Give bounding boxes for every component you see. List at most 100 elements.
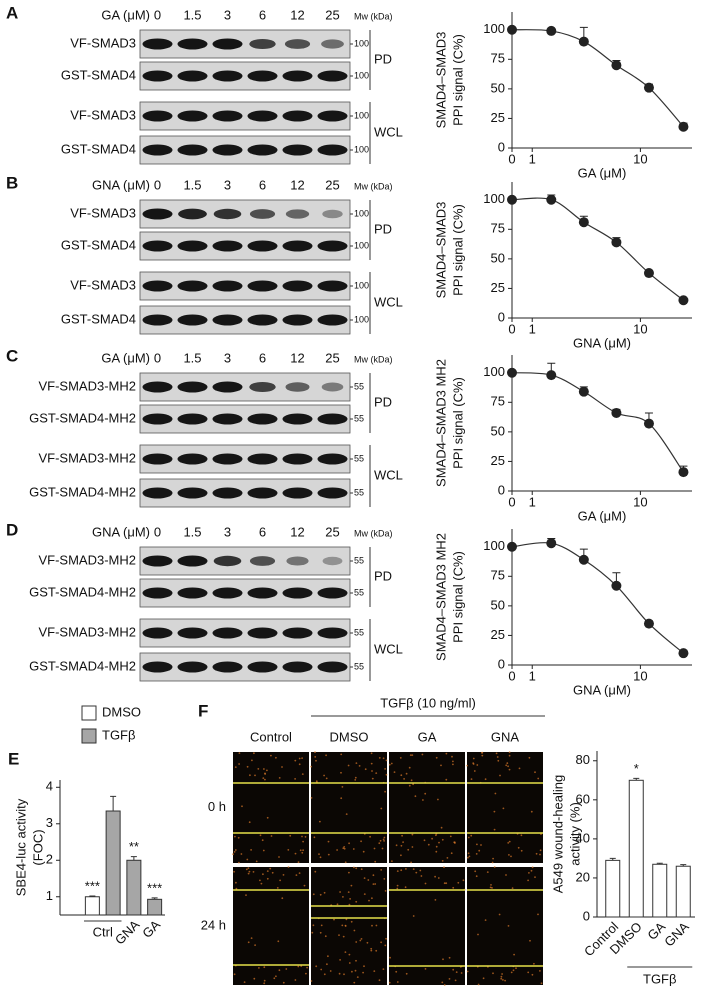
cell-speck [530,869,533,872]
cell-speck [344,951,347,953]
blot-band [249,209,276,219]
blot-band [282,627,313,639]
bar [675,865,691,918]
cell-speck [455,971,458,973]
significance: ** [129,839,139,854]
cell-speck [435,834,437,837]
cell-speck [477,983,480,986]
fit-curve [511,372,684,473]
cell-speck [410,779,413,782]
cell-speck [298,763,301,766]
cell-speck [342,896,344,898]
y-tick-label: 3 [46,815,53,830]
cell-speck [378,979,381,982]
blot-band [177,627,208,639]
y-tick-label: 50 [491,423,505,438]
blot-band [142,70,173,82]
blot-strip [139,546,351,576]
data-point [643,618,654,629]
y-tick-label: 50 [491,250,505,265]
cell-speck [520,849,523,852]
y-tick-label: 75 [491,394,505,409]
dose-label: 1.5 [183,177,201,192]
cell-speck [234,849,237,851]
blot-band [142,280,173,292]
cell-speck [396,870,399,872]
cell-speck [390,762,393,765]
cell-speck [374,860,377,863]
cell-speck [434,875,436,878]
treatment-label: GA (μM) [101,7,150,22]
error-bar [89,895,96,897]
treatment-label: GA (μM) [101,350,150,365]
cell-speck [301,851,304,854]
y-axis-label: PPI signal (C%) [450,204,465,296]
panel-letter: A [6,3,18,22]
cell-speck [529,939,531,942]
cell-speck [502,979,504,981]
cell-speck [415,871,418,874]
cell-speck [336,903,339,906]
cell-speck [422,799,424,801]
cell-speck [232,853,234,856]
cell-speck [482,977,485,980]
mw-label: 55 [354,555,364,565]
y-tick-label: 75 [491,51,505,66]
mw-label: 55 [354,487,364,497]
cell-speck [278,969,281,972]
group-label: WCL [374,467,403,482]
cell-speck [354,776,357,779]
cell-speck [497,759,500,762]
cell-speck [508,768,511,771]
cell-speck [263,982,266,985]
cell-speck [435,845,438,848]
y-tick-label: 0 [498,656,505,671]
cell-speck [360,840,362,843]
blot-band [142,413,173,425]
blot-band [178,208,207,220]
cell-speck [301,773,304,775]
x-tick-label: 10 [633,151,647,166]
cell-speck [343,973,345,976]
cell-speck [319,893,322,896]
dose-label: 12 [290,524,304,539]
dose-label: 0 [154,177,161,192]
y-tick-label: 0 [583,908,590,923]
row-label: VF-SMAD3-MH2 [38,624,136,639]
blot-band [247,110,278,122]
cell-speck [505,764,508,767]
x-axis-label: GA (μM) [578,508,627,523]
cell-speck [275,756,277,759]
cell-speck [448,978,451,980]
blot-band [212,587,243,599]
blot-band [282,70,313,82]
cell-speck [326,963,328,966]
cell-speck [250,937,253,939]
y-tick-label: 0 [498,309,505,324]
mw-label: 100 [354,280,369,290]
cell-speck [507,765,509,768]
blot-band [247,627,278,639]
blot-band [212,144,243,156]
y-axis-label: A549 wound-healing [550,775,565,894]
y-tick-label: 0 [498,482,505,497]
cell-speck [410,861,412,864]
y-tick-label: 0 [498,139,505,154]
cell-speck [285,968,288,970]
cell-speck [399,757,402,759]
blot-band [282,280,313,292]
cell-speck [391,860,393,862]
dose-label: 6 [259,7,266,22]
x-tick-label: Ctrl [93,924,113,939]
cell-speck [310,980,313,982]
treatment-label: GNA (μM) [92,177,150,192]
significance: * [634,761,639,776]
x-tick-label: GNA [661,919,692,950]
cell-speck [276,887,279,889]
treatment-label: TGFβ (10 ng/ml) [380,695,476,710]
cell-speck [258,967,260,969]
cell-speck [528,756,531,759]
cell-speck [318,853,320,855]
cell-speck [414,795,417,798]
cell-speck [443,882,446,885]
